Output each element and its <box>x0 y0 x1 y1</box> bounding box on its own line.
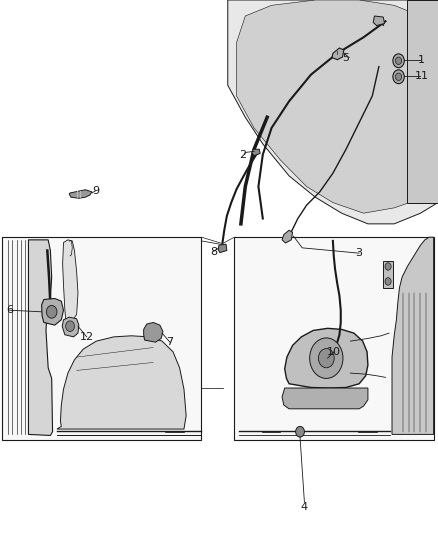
Polygon shape <box>373 16 385 26</box>
Polygon shape <box>144 322 163 342</box>
Polygon shape <box>282 230 293 243</box>
Circle shape <box>396 57 402 64</box>
FancyBboxPatch shape <box>383 261 393 288</box>
Polygon shape <box>332 48 344 60</box>
Polygon shape <box>237 0 438 213</box>
Polygon shape <box>57 336 186 429</box>
Text: 12: 12 <box>80 332 94 342</box>
Text: 7: 7 <box>166 337 173 347</box>
Text: 10: 10 <box>327 347 341 357</box>
FancyBboxPatch shape <box>234 237 434 440</box>
Circle shape <box>396 73 402 80</box>
Text: 2: 2 <box>240 150 247 159</box>
Polygon shape <box>69 190 92 198</box>
Text: 9: 9 <box>92 186 99 196</box>
Text: 6: 6 <box>6 305 13 315</box>
Polygon shape <box>42 298 64 325</box>
Circle shape <box>318 349 334 368</box>
Circle shape <box>296 426 304 437</box>
Text: 11: 11 <box>415 71 429 80</box>
Circle shape <box>66 321 74 332</box>
Circle shape <box>393 70 404 84</box>
Polygon shape <box>28 240 53 435</box>
Circle shape <box>46 305 57 318</box>
Text: 5: 5 <box>343 53 350 62</box>
FancyBboxPatch shape <box>2 237 201 440</box>
Polygon shape <box>218 244 227 253</box>
Text: 3: 3 <box>356 248 363 258</box>
Polygon shape <box>392 237 434 434</box>
Text: 4: 4 <box>301 503 308 512</box>
Polygon shape <box>282 388 368 409</box>
Polygon shape <box>252 149 260 156</box>
Text: 8: 8 <box>210 247 217 256</box>
Polygon shape <box>62 317 79 337</box>
Text: 1: 1 <box>418 55 425 64</box>
Circle shape <box>393 54 404 68</box>
Circle shape <box>385 278 391 285</box>
Polygon shape <box>285 328 368 388</box>
Circle shape <box>385 263 391 270</box>
Polygon shape <box>63 240 78 321</box>
Polygon shape <box>228 0 438 224</box>
Circle shape <box>310 338 343 378</box>
Polygon shape <box>407 0 438 203</box>
